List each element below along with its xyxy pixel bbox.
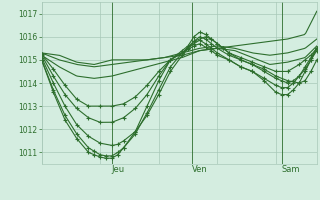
- Text: Jeu: Jeu: [112, 165, 125, 174]
- Text: Ven: Ven: [192, 165, 207, 174]
- Text: Sam: Sam: [282, 165, 300, 174]
